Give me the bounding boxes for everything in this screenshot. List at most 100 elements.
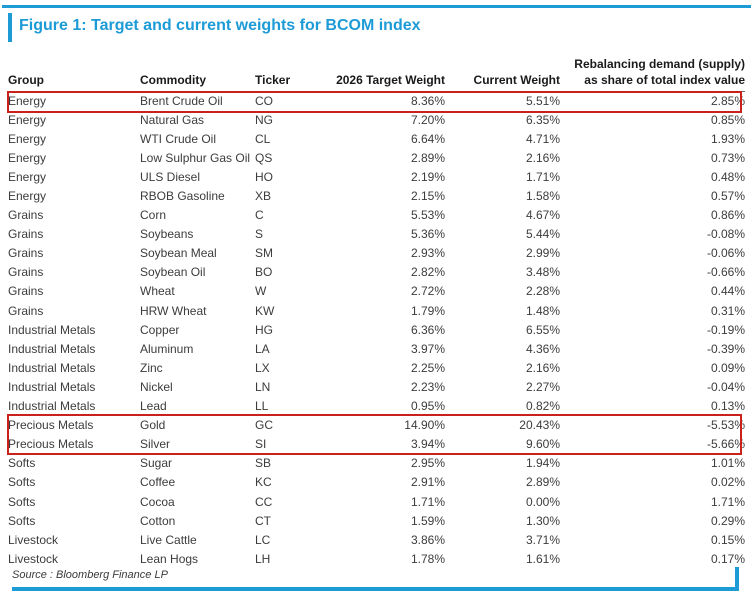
cell-commodity: Lean Hogs [140,551,199,566]
cell-target-weight: 1.79% [410,303,445,318]
cell-rebalancing: 0.86% [710,208,745,223]
cell-commodity: Soybeans [140,227,194,242]
bottom-rule-riser [735,567,739,589]
table-header-row-2: Group Commodity Ticker 2026 Target Weigh… [8,72,745,92]
cell-rebalancing: 1.71% [710,494,745,509]
cell-current-weight: 6.35% [525,112,560,127]
cell-group: Industrial Metals [8,341,96,356]
cell-commodity: Wheat [140,284,175,299]
cell-rebalancing: 0.44% [710,284,745,299]
cell-ticker: SI [255,437,267,452]
cell-current-weight: 2.16% [525,360,560,375]
cell-commodity: Corn [140,208,167,223]
table-row: Industrial Metals Zinc LX 2.25% 2.16% 0.… [8,358,745,377]
cell-commodity: Silver [140,437,171,452]
cell-group: Grains [8,303,44,318]
cell-target-weight: 5.53% [410,208,445,223]
cell-ticker: HG [255,322,273,337]
cell-commodity: Coffee [140,475,176,490]
cell-target-weight: 1.78% [410,551,445,566]
title-accent-bar [8,13,12,42]
cell-commodity: WTI Crude Oil [140,131,217,146]
cell-group: Energy [8,112,47,127]
cell-commodity: Aluminum [140,341,194,356]
cell-current-weight: 4.67% [525,208,560,223]
cell-rebalancing: -0.08% [706,227,745,242]
cell-commodity: RBOB Gasoline [140,189,225,204]
cell-group: Grains [8,284,44,299]
table-row: Industrial Metals Aluminum LA 3.97% 4.36… [8,339,745,358]
cell-target-weight: 3.97% [410,341,445,356]
cell-target-weight: 1.59% [410,513,445,528]
cell-ticker: CL [255,131,271,146]
col-header-group: Group [8,72,140,92]
cell-rebalancing: 0.31% [710,303,745,318]
cell-group: Precious Metals [8,437,94,452]
cell-ticker: LC [255,532,271,547]
cell-commodity: Cocoa [140,494,175,509]
cell-target-weight: 2.93% [410,246,445,261]
cell-ticker: CO [255,93,273,108]
table-row: Grains Corn C 5.53% 4.67% 0.86% [8,206,745,225]
cell-target-weight: 2.91% [410,475,445,490]
weights-table: Rebalancing demand (supply) Group Commod… [8,55,745,568]
cell-current-weight: 4.36% [525,341,560,356]
cell-rebalancing: -5.66% [706,437,745,452]
cell-group: Energy [8,93,47,108]
cell-rebalancing: -0.39% [706,341,745,356]
cell-target-weight: 3.94% [410,437,445,452]
cell-group: Energy [8,131,47,146]
cell-current-weight: 1.30% [525,513,560,528]
cell-ticker: SB [255,456,272,471]
cell-target-weight: 2.89% [410,150,445,165]
cell-group: Precious Metals [8,418,94,433]
cell-group: Grains [8,208,44,223]
cell-commodity: Brent Crude Oil [140,93,223,108]
cell-commodity: Nickel [140,379,173,394]
table-row: Precious Metals Silver SI 3.94% 9.60% -5… [8,435,745,454]
cell-commodity: Live Cattle [140,532,197,547]
table-header: Rebalancing demand (supply) Group Commod… [8,55,745,92]
cell-current-weight: 5.44% [525,227,560,242]
cell-group: Energy [8,189,47,204]
top-rule [2,5,751,8]
cell-group: Softs [8,456,36,471]
table-row: Grains Wheat W 2.72% 2.28% 0.44% [8,282,745,301]
table-row: Industrial Metals Lead LL 0.95% 0.82% 0.… [8,397,745,416]
cell-ticker: KW [255,303,275,318]
table-row: Energy WTI Crude Oil CL 6.64% 4.71% 1.93… [8,129,745,148]
cell-group: Energy [8,150,47,165]
cell-rebalancing: -0.66% [706,265,745,280]
table-header-row-1: Rebalancing demand (supply) [8,55,745,72]
cell-target-weight: 2.72% [410,284,445,299]
table-body: Energy Brent Crude Oil CO 8.36% 5.51% 2.… [8,91,745,568]
col-header-rebalancing-line2: as share of total index value [560,72,745,92]
cell-current-weight: 9.60% [525,437,560,452]
cell-rebalancing: -0.19% [706,322,745,337]
cell-ticker: CC [255,494,273,509]
cell-rebalancing: 0.57% [710,189,745,204]
table-row: Grains Soybean Oil BO 2.82% 3.48% -0.66% [8,263,745,282]
cell-current-weight: 3.71% [525,532,560,547]
cell-group: Industrial Metals [8,399,96,414]
table-row: Grains HRW Wheat KW 1.79% 1.48% 0.31% [8,301,745,320]
cell-group: Softs [8,513,36,528]
table-row: Energy Natural Gas NG 7.20% 6.35% 0.85% [8,110,745,129]
col-header-ticker: Ticker [255,72,330,92]
cell-rebalancing: 1.93% [710,131,745,146]
cell-commodity: Natural Gas [140,112,205,127]
cell-commodity: Lead [140,399,167,414]
table-row: Softs Cocoa CC 1.71% 0.00% 1.71% [8,492,745,511]
cell-group: Industrial Metals [8,379,96,394]
cell-ticker: KC [255,475,272,490]
cell-current-weight: 1.94% [525,456,560,471]
cell-rebalancing: 0.29% [710,513,745,528]
cell-target-weight: 7.20% [410,112,445,127]
cell-current-weight: 2.28% [525,284,560,299]
cell-ticker: LL [255,399,269,414]
cell-commodity: Soybean Oil [140,265,206,280]
header-spacer [8,55,560,72]
cell-group: Livestock [8,551,59,566]
cell-target-weight: 6.36% [410,322,445,337]
cell-ticker: SM [255,246,273,261]
